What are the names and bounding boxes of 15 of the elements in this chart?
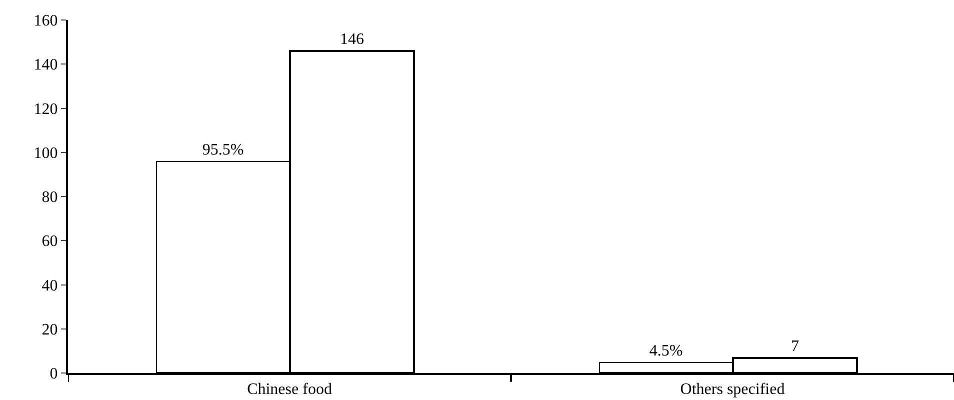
y-tick-label: 120: [34, 100, 58, 118]
y-tick-label: 0: [50, 366, 58, 383]
y-tick-label: 40: [42, 277, 58, 294]
data-label: 4.5%: [649, 342, 683, 360]
x-tick-label: Chinese food: [247, 381, 332, 398]
y-tick-label: 20: [42, 321, 58, 338]
data-label: 95.5%: [202, 142, 244, 158]
y-tick-label: 80: [42, 189, 58, 206]
y-tick-label: 100: [34, 144, 58, 162]
data-label: 7: [791, 338, 799, 355]
y-tick-label: 60: [42, 233, 58, 250]
data-label: 146: [340, 31, 364, 48]
y-tick-label: 140: [34, 56, 58, 74]
y-tick-label: 160: [34, 12, 58, 30]
x-tick-label: Others specified: [680, 381, 785, 398]
